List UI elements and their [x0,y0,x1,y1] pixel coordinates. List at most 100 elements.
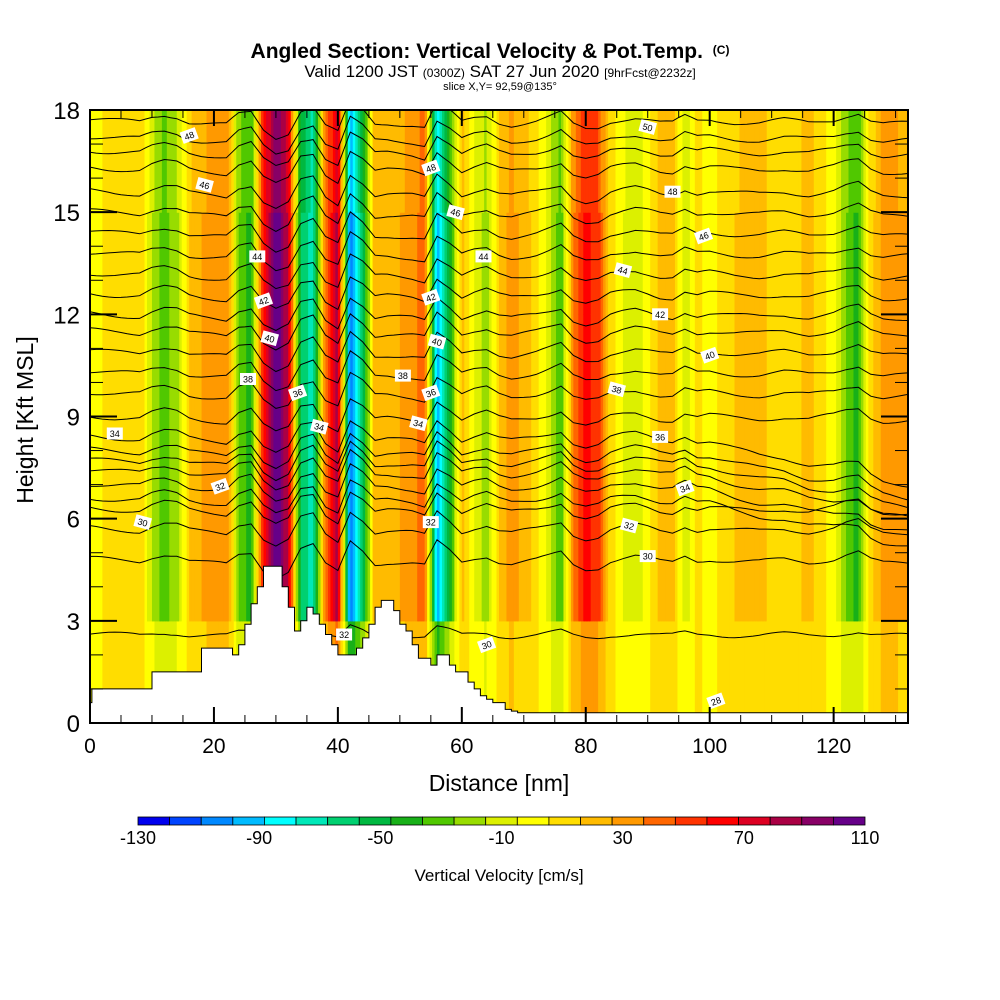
velocity-cell [218,212,222,315]
velocity-cell [677,518,681,622]
velocity-cell [295,416,299,520]
velocity-cell [821,212,825,315]
velocity-cell [499,110,503,213]
velocity-cell [588,212,592,315]
velocity-cell [464,110,468,213]
velocity-cell [665,110,669,213]
velocity-cell [575,110,579,213]
velocity-cell [246,110,250,213]
velocity-cell [573,110,577,213]
velocity-cell [137,110,141,213]
velocity-cell [516,620,520,723]
velocity-cell [352,212,356,315]
velocity-cell [117,110,121,213]
velocity-cell [808,518,812,622]
velocity-cell [893,518,897,622]
isentrope-label: 40 [260,330,279,347]
velocity-cell [573,212,577,315]
velocity-cell [570,416,574,520]
velocity-cell [248,518,252,622]
velocity-cell [476,518,480,622]
velocity-cell [880,314,884,418]
velocity-cell [682,620,686,723]
velocity-cell [122,518,126,622]
velocity-cell [816,212,820,315]
velocity-cell [565,518,570,622]
colorbar-swatch [801,816,834,826]
velocity-cell [786,518,790,622]
velocity-cell [798,518,803,622]
velocity-cell [883,110,887,213]
velocity-cell [303,110,307,213]
velocity-cell [533,518,537,622]
velocity-cell [122,620,126,723]
velocity-cell [424,416,428,520]
velocity-cell [717,110,721,213]
velocity-cell [325,518,329,622]
velocity-cell [412,518,416,622]
velocity-cell [600,212,604,315]
isentrope-line [90,150,908,185]
velocity-cell [384,110,389,213]
velocity-cell [99,314,103,418]
velocity-cell [298,212,302,315]
isentrope-label: 50 [638,119,657,135]
velocity-cell [625,416,629,520]
isentrope-line [90,624,908,645]
velocity-cell [174,110,178,213]
velocity-cell [855,212,860,315]
velocity-cell [684,518,688,622]
velocity-cell [523,416,527,520]
velocity-cell [251,110,255,213]
velocity-cell [199,110,203,213]
velocity-cell [652,620,656,723]
velocity-cell [617,416,622,520]
velocity-cell [580,518,584,622]
colorbar-swatch [264,816,297,826]
velocity-cell [553,212,557,315]
svg-text:38: 38 [610,384,622,396]
velocity-cell [846,314,850,418]
velocity-cell [243,110,247,213]
velocity-cell [679,416,684,520]
velocity-cell [380,212,384,315]
velocity-cell [332,110,336,213]
velocity-cell [451,518,455,622]
velocity-cell [236,212,240,315]
velocity-cell [749,110,753,213]
isentrope-line [90,296,908,331]
colorbar-swatch [137,816,171,826]
velocity-cell [298,416,302,520]
velocity-cell [208,518,213,622]
velocity-cell [494,518,498,622]
velocity-cell [702,518,706,622]
velocity-cell [575,518,579,622]
velocity-cell [551,212,555,315]
isentrope-label: 40 [427,333,447,350]
velocity-cell [754,518,758,622]
velocity-cell [323,416,327,520]
velocity-cell [226,518,230,622]
velocity-cell [769,620,773,723]
svg-text:30: 30 [480,639,493,652]
velocity-cell [863,212,867,315]
velocity-cell [645,518,649,622]
velocity-cell [414,212,418,315]
velocity-cell [402,416,406,520]
velocity-cell [484,110,488,213]
velocity-cell [147,314,151,418]
velocity-cell [717,620,721,723]
velocity-cell [813,212,817,315]
y-tick-label: 18 [53,98,80,125]
velocity-cell [640,518,644,622]
velocity-cell [855,416,860,520]
isentrope-label: 30 [639,550,656,563]
velocity-cell [575,212,579,315]
velocity-cell [598,620,602,723]
velocity-cell [112,518,116,622]
velocity-cell [384,212,389,315]
velocity-cell [270,416,275,520]
velocity-cell [248,416,252,520]
velocity-cell [164,314,168,418]
velocity-cell [181,416,185,520]
